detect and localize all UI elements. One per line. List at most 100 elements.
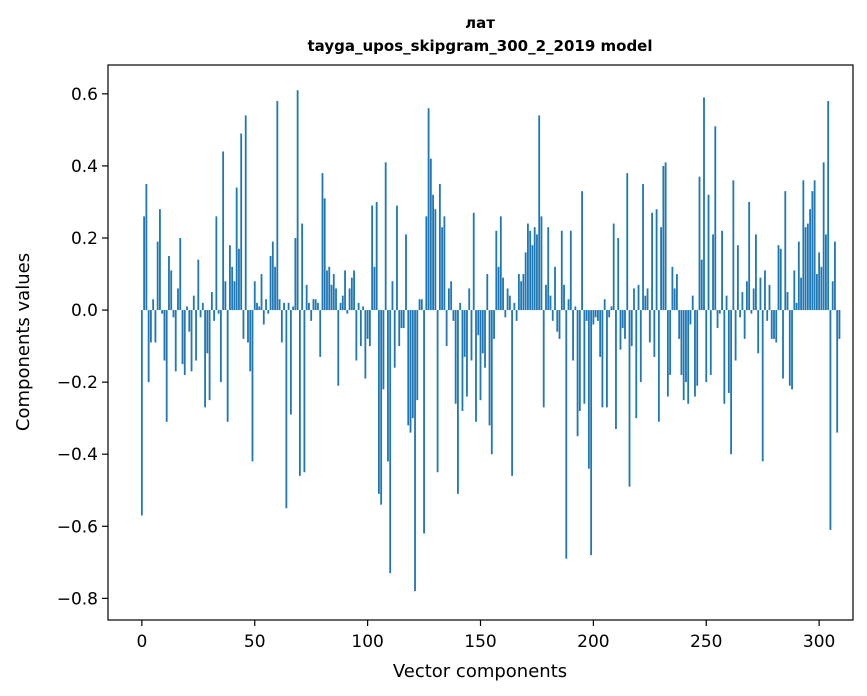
bar xyxy=(773,310,775,339)
bar xyxy=(590,310,593,556)
bar xyxy=(438,183,441,311)
bar xyxy=(759,277,762,311)
bar xyxy=(319,310,322,357)
bar xyxy=(608,310,611,318)
bar xyxy=(161,310,164,314)
bar xyxy=(400,310,403,329)
bar xyxy=(368,310,371,347)
y-tick-label: 0.4 xyxy=(71,157,98,177)
bar xyxy=(382,310,385,390)
bar xyxy=(689,310,692,325)
bar xyxy=(504,310,507,318)
x-tick-label: 200 xyxy=(577,632,609,652)
bar xyxy=(743,310,746,339)
bar xyxy=(784,191,787,311)
bar xyxy=(551,310,554,321)
bar xyxy=(682,310,685,401)
bar xyxy=(429,158,432,311)
bar xyxy=(447,288,450,311)
bar xyxy=(648,310,651,343)
bar xyxy=(217,310,220,314)
bar xyxy=(402,310,405,329)
x-tick-label: 150 xyxy=(464,632,496,652)
bar xyxy=(642,183,644,311)
bar xyxy=(235,187,238,311)
bar xyxy=(213,310,216,321)
bar xyxy=(425,216,428,311)
bar xyxy=(262,310,265,325)
chart-subtitle: tayga_upos_skipgram_300_2_2019 model xyxy=(308,37,653,55)
bar xyxy=(755,234,757,311)
bar xyxy=(563,284,565,311)
bar xyxy=(601,310,604,408)
bar xyxy=(470,310,473,361)
bar xyxy=(310,310,313,321)
bar xyxy=(208,310,211,401)
bar xyxy=(802,180,805,311)
bar xyxy=(680,310,683,375)
bar xyxy=(793,270,796,311)
bar xyxy=(231,266,234,311)
bar xyxy=(761,310,764,462)
bar xyxy=(407,310,410,426)
bar xyxy=(752,288,755,311)
bar xyxy=(619,310,622,350)
y-tick-label: −0.8 xyxy=(57,589,98,609)
bar xyxy=(517,274,520,311)
bar xyxy=(750,310,753,314)
bar xyxy=(420,299,423,311)
bar xyxy=(624,310,626,339)
bar xyxy=(831,281,834,311)
bar xyxy=(513,302,516,311)
bar xyxy=(168,256,170,311)
bar xyxy=(809,209,812,311)
bar xyxy=(822,162,825,311)
bar xyxy=(542,310,545,408)
bar xyxy=(479,310,482,401)
bar xyxy=(811,191,814,311)
bar xyxy=(533,227,536,311)
bar xyxy=(736,245,739,311)
bar xyxy=(301,223,304,311)
x-tick-label: 50 xyxy=(244,632,266,652)
bar xyxy=(373,266,376,311)
bar xyxy=(350,277,353,311)
bar xyxy=(707,194,710,311)
x-tick-label: 300 xyxy=(803,632,835,652)
bar xyxy=(596,310,599,321)
bar xyxy=(567,299,570,311)
bar xyxy=(490,310,493,455)
bar xyxy=(653,310,656,357)
bar xyxy=(305,284,308,311)
bar xyxy=(328,266,331,311)
bar xyxy=(414,310,416,592)
bar xyxy=(314,299,317,311)
bar xyxy=(587,310,590,469)
bar xyxy=(210,292,213,311)
bar xyxy=(644,295,647,311)
bar xyxy=(463,310,466,357)
bar xyxy=(678,310,681,339)
bar xyxy=(298,310,301,476)
bar xyxy=(635,310,638,419)
bar xyxy=(427,108,430,311)
bar xyxy=(714,126,717,311)
bar xyxy=(359,310,362,347)
bar xyxy=(558,310,561,339)
bar xyxy=(813,180,816,311)
bar xyxy=(159,209,161,311)
bar xyxy=(258,306,261,311)
bar xyxy=(782,310,784,379)
bar xyxy=(655,209,658,311)
bar xyxy=(599,310,602,357)
bar xyxy=(626,173,629,311)
bar xyxy=(323,198,326,311)
bar xyxy=(630,310,633,347)
bar xyxy=(486,274,489,311)
bar xyxy=(800,277,802,311)
bar xyxy=(339,302,342,311)
bar xyxy=(330,284,333,311)
bar xyxy=(723,310,726,404)
bar xyxy=(770,310,773,339)
bar xyxy=(712,234,714,311)
